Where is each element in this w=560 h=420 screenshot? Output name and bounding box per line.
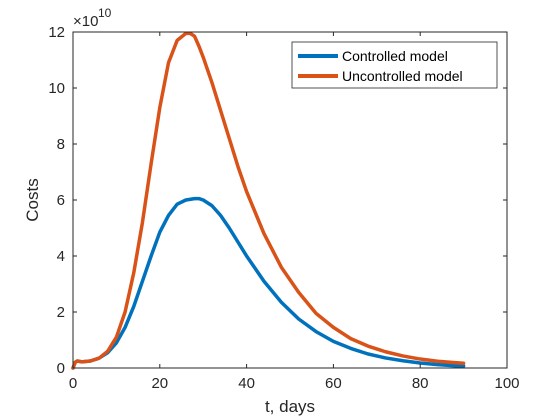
y-multiplier-label: ×10 — [73, 13, 98, 30]
series-layer — [71, 31, 466, 370]
x-tick-label: 60 — [325, 375, 342, 392]
legend: Controlled model Uncontrolled model — [291, 41, 498, 89]
x-tick-label: 40 — [238, 375, 255, 392]
y-tick-label: 10 — [48, 80, 65, 97]
y-tick-label: 2 — [57, 304, 65, 321]
y-tick-label: 6 — [57, 192, 65, 209]
legend-label-controlled: Controlled model — [342, 48, 448, 64]
y-tick-label: 8 — [57, 136, 65, 153]
y-tick-label: 4 — [57, 248, 65, 265]
y-multiplier: ×10 10 — [73, 6, 112, 30]
x-tick-label: 20 — [151, 375, 168, 392]
x-tick-label: 80 — [412, 375, 429, 392]
legend-box — [291, 41, 498, 89]
y-multiplier-exponent: 10 — [98, 6, 112, 20]
x-tick-label: 0 — [69, 375, 77, 392]
legend-label-uncontrolled: Uncontrolled model — [342, 68, 463, 84]
y-tick-label: 0 — [57, 360, 65, 377]
y-axis-label: Costs — [23, 178, 42, 221]
y-tick-label: 12 — [48, 24, 65, 41]
series-line-uncontrolled — [71, 31, 466, 370]
x-tick-label: 100 — [494, 375, 519, 392]
x-axis-label: t, days — [265, 397, 315, 416]
ticks-layer: 0 20 40 60 80 100 0 2 4 6 8 10 12 — [48, 24, 519, 392]
